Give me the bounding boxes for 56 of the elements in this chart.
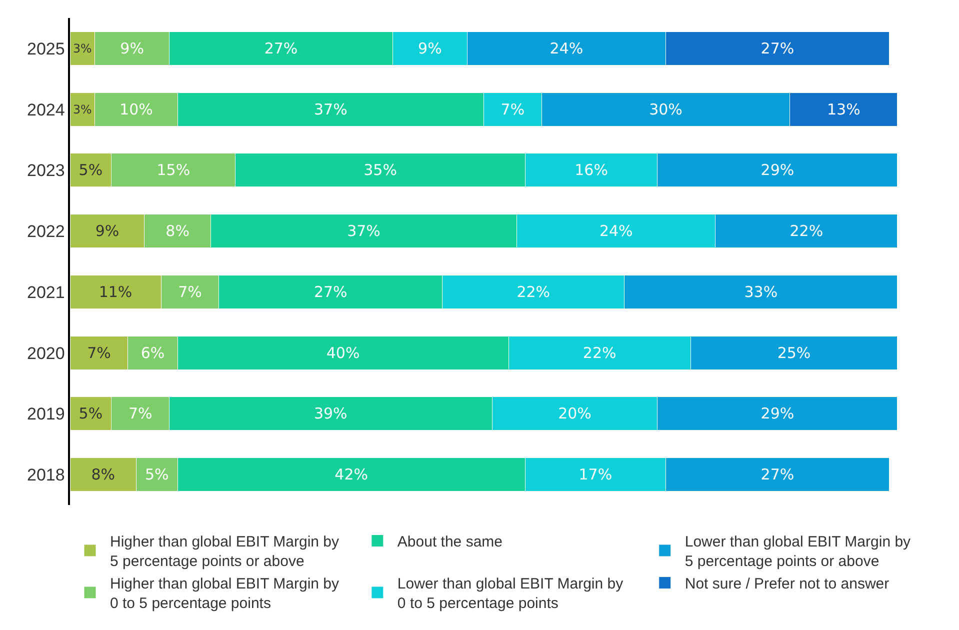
data-label: 7%	[500, 100, 525, 118]
data-label: 5%	[78, 404, 103, 423]
data-label: 35%	[364, 161, 397, 180]
data-label: 24%	[599, 222, 633, 240]
data-label: 9%	[120, 39, 144, 58]
legend-label: Higher than global EBIT Margin by 0 to 5 percentage points	[110, 576, 340, 612]
data-label: 33%	[744, 282, 778, 301]
data-label: 13%	[826, 100, 860, 118]
y-tick-label: 2023	[27, 161, 65, 180]
data-label: 40%	[326, 344, 360, 362]
y-tick-label: 2018	[27, 466, 65, 485]
legend-label: Lower than global EBIT Margin by 5 percentage points or above	[684, 534, 912, 570]
data-label: 22%	[582, 344, 616, 362]
data-label: 3%	[72, 41, 92, 56]
y-tick-label: 2022	[27, 222, 65, 242]
data-label: 5%	[144, 466, 169, 484]
data-label: 27%	[314, 282, 348, 301]
data-label: 29%	[760, 161, 794, 180]
data-label: 27%	[760, 466, 794, 484]
data-label: 20%	[558, 404, 592, 423]
data-label: 7%	[178, 282, 202, 301]
data-label: 5%	[78, 161, 103, 180]
legend-label: Not sure / Prefer not to answer	[684, 576, 890, 593]
legend-label: Lower than global EBIT Margin by 0 to 5 percentage points	[397, 576, 624, 612]
y-tick-label: 2025	[27, 39, 65, 58]
data-label: 24%	[550, 39, 584, 58]
data-label: 3%	[72, 102, 92, 116]
data-label: 6%	[140, 344, 165, 362]
data-label: 39%	[314, 404, 348, 423]
data-label: 37%	[314, 100, 348, 118]
data-label: 22%	[790, 222, 824, 240]
data-label: 42%	[334, 466, 368, 484]
data-label: 11%	[98, 282, 132, 301]
y-tick-label: 2024	[27, 100, 65, 120]
data-label: 7%	[87, 344, 111, 362]
data-label: 8%	[91, 466, 115, 484]
data-label: 9%	[418, 39, 442, 58]
data-label: 10%	[120, 100, 153, 118]
data-label: 17%	[578, 466, 612, 484]
y-tick-label: 2020	[27, 344, 65, 363]
legend-label: About the same	[397, 534, 503, 551]
data-label: 27%	[264, 39, 298, 58]
data-label: 27%	[760, 39, 794, 58]
data-label: 7%	[128, 404, 152, 423]
data-label: 37%	[347, 222, 380, 240]
data-label: 8%	[166, 222, 190, 240]
y-tick-label: 2021	[27, 282, 65, 302]
data-label: 30%	[649, 100, 682, 118]
data-label: 9%	[95, 222, 120, 240]
data-label: 25%	[777, 344, 811, 362]
data-label: 29%	[760, 404, 794, 423]
data-label: 15%	[156, 161, 190, 180]
data-label: 16%	[574, 161, 608, 180]
legend-label: Higher than global EBIT Margin by 5 percentage points or above	[110, 534, 340, 570]
y-tick-label: 2019	[27, 404, 65, 424]
data-label: 22%	[516, 282, 550, 301]
